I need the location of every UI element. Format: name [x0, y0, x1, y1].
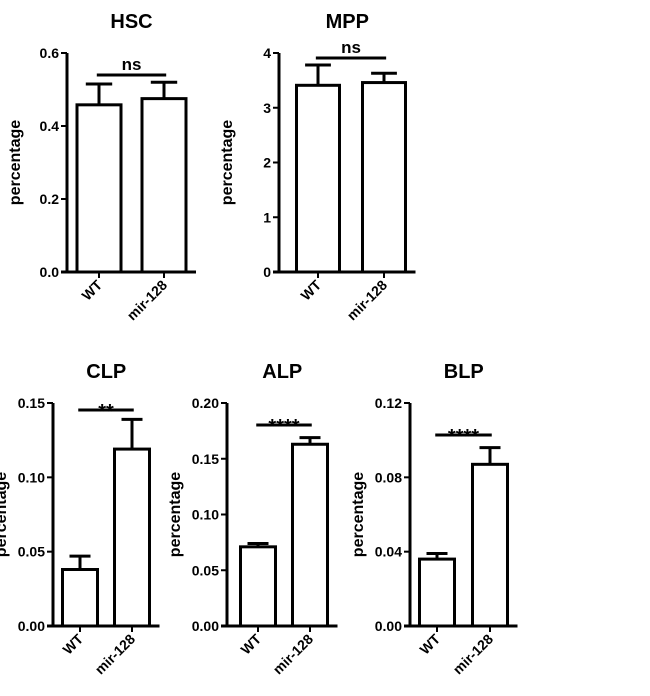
chart-title: ALP [262, 361, 302, 383]
x-tick-label: mir-128 [92, 631, 139, 678]
panel-mpp: MPP percentage 0 1 2 3 4 WT mir-128 ns [219, 11, 416, 323]
y-tick-label: 3 [263, 100, 271, 116]
bar-wt [239, 545, 277, 628]
significance-label: **** [448, 426, 479, 448]
x-tick-label: WT [416, 630, 443, 657]
x-tick-label: WT [59, 630, 86, 657]
y-tick-label: 0.4 [40, 118, 60, 134]
bar-mir-128 [140, 97, 188, 274]
y-tick-label: 0.15 [18, 395, 45, 411]
panel-blp: BLP percentage 0.00 0.04 0.08 0.12 WT mir-128 **… [350, 361, 518, 677]
y-tick-label: 0 [263, 264, 271, 280]
bar-mir-128 [113, 447, 151, 628]
y-tick-label: 0.00 [375, 618, 402, 634]
y-tick-label: 0.05 [192, 562, 219, 578]
y-tick-label: 0.00 [192, 618, 219, 634]
bar-mir-128 [291, 442, 329, 628]
y-axis-label: percentage [0, 472, 10, 557]
significance-label: ns [122, 55, 142, 74]
x-tick-label: WT [78, 276, 105, 303]
y-axis-label: percentage [219, 120, 236, 205]
chart-title: CLP [86, 361, 126, 383]
panel-hsc: HSC percentage 0.0 0.2 0.4 0.6 WT mir-128 ns [7, 11, 196, 323]
y-tick-label: 0.04 [375, 544, 402, 560]
bar-wt [75, 103, 123, 274]
bar-mir-128 [361, 81, 407, 274]
x-tick-label: mir-128 [124, 277, 171, 324]
y-tick-label: 0.12 [375, 395, 402, 411]
y-tick-label: 1 [263, 209, 271, 225]
y-tick-label: 0.15 [192, 451, 219, 467]
y-tick-label: 0.08 [375, 469, 402, 485]
y-tick-label: 0.2 [40, 191, 60, 207]
y-axis-label: percentage [350, 472, 367, 557]
bar-mir-128 [471, 462, 509, 628]
panel-alp: ALP percentage 0.00 0.05 0.10 0.15 0.20 WT mir-1… [167, 361, 338, 677]
significance-label: ** [98, 401, 114, 423]
y-tick-label: 0.0 [40, 264, 60, 280]
y-tick-label: 0.10 [192, 507, 219, 523]
y-tick-label: 0.05 [18, 544, 45, 560]
y-axis-label: percentage [7, 120, 24, 205]
panel-clp: CLP percentage 0.00 0.05 0.10 0.15 WT mir-128 ** [0, 361, 160, 677]
y-tick-label: 0.10 [18, 469, 45, 485]
bar-wt [61, 568, 99, 628]
y-axis-label: percentage [167, 472, 184, 557]
x-tick-label: mir-128 [270, 631, 317, 678]
x-tick-label: WT [297, 276, 324, 303]
x-tick-label: WT [237, 630, 264, 657]
bar-wt [418, 557, 456, 628]
y-tick-label: 0.20 [192, 395, 219, 411]
chart-title: HSC [110, 11, 152, 33]
bar-wt [295, 83, 341, 274]
y-tick-label: 2 [263, 155, 271, 171]
x-tick-label: mir-128 [344, 277, 391, 324]
chart-title: MPP [326, 11, 369, 33]
y-tick-label: 0.00 [18, 618, 45, 634]
y-tick-label: 4 [263, 45, 271, 61]
chart-title: BLP [444, 361, 484, 383]
x-tick-label: mir-128 [450, 631, 497, 678]
significance-label: **** [268, 416, 299, 438]
significance-label: ns [341, 38, 361, 57]
y-tick-label: 0.6 [40, 45, 60, 61]
